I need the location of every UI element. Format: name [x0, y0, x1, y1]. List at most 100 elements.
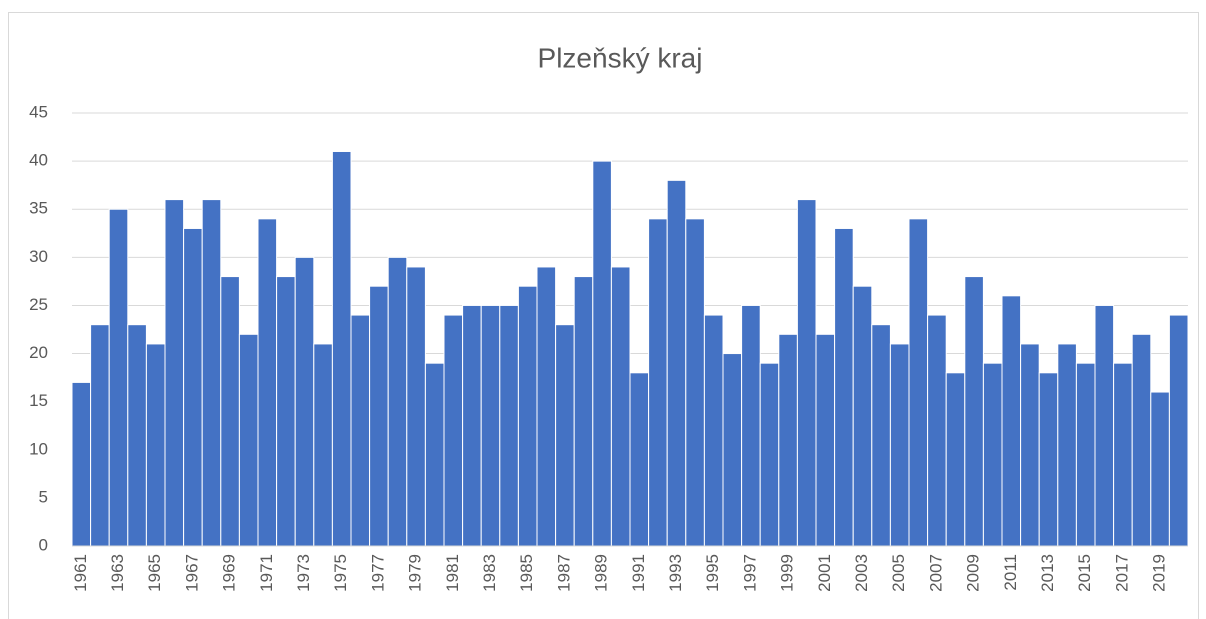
- bar: [1075, 362, 1096, 547]
- x-tick-label: 2001: [815, 554, 834, 592]
- x-tick-label: 1965: [145, 554, 164, 592]
- bar: [145, 343, 166, 547]
- bar: [666, 179, 687, 547]
- x-tick-label: 1969: [220, 554, 239, 592]
- bar: [592, 160, 612, 547]
- y-tick-label: 30: [29, 247, 48, 266]
- bar: [1038, 372, 1059, 547]
- x-tick-label: 1981: [443, 554, 462, 592]
- bar: [1168, 314, 1189, 547]
- bar: [369, 285, 389, 547]
- bar: [536, 266, 557, 547]
- bar: [294, 256, 315, 547]
- bar: [220, 276, 240, 547]
- x-tick-label: 2009: [964, 554, 983, 592]
- x-tick-label: 1995: [703, 554, 722, 592]
- bar: [889, 343, 910, 547]
- bar: [350, 314, 371, 547]
- x-tick-label: 1967: [182, 554, 201, 592]
- y-tick-label: 10: [29, 439, 48, 458]
- bar: [480, 304, 501, 547]
- bar: [424, 362, 445, 547]
- bar: [610, 266, 631, 547]
- y-tick-label: 0: [39, 535, 48, 554]
- bar: [313, 343, 333, 547]
- bar: [685, 218, 705, 547]
- x-tick-label: 2015: [1075, 554, 1094, 592]
- bar: [257, 218, 278, 547]
- y-tick-label: 5: [39, 487, 48, 506]
- bar: [629, 372, 650, 547]
- x-tick-label: 1975: [331, 554, 350, 592]
- bar: [778, 333, 798, 547]
- x-tick-label: 1961: [71, 554, 90, 592]
- bar: [331, 150, 352, 547]
- x-tick-label: 2013: [1038, 554, 1057, 592]
- bar: [722, 353, 743, 547]
- x-tick-label: 1963: [108, 554, 127, 592]
- x-tick-label: 1987: [554, 554, 573, 592]
- bar: [108, 208, 129, 547]
- bar: [871, 324, 891, 547]
- y-tick-label: 35: [29, 199, 48, 218]
- x-tick-label: 1971: [257, 554, 276, 592]
- bar: [276, 276, 296, 547]
- bar: [982, 362, 1003, 547]
- x-tick-label: 1979: [406, 554, 425, 592]
- bar: [127, 324, 147, 547]
- bar: [852, 285, 873, 547]
- bar: [759, 362, 780, 547]
- x-tick-label: 2005: [889, 554, 908, 592]
- bar: [555, 324, 575, 547]
- y-tick-label: 45: [29, 102, 48, 121]
- bar: [90, 324, 110, 547]
- bar: [796, 199, 817, 547]
- x-tick-label: 2019: [1150, 554, 1169, 592]
- x-tick-label: 2007: [926, 554, 945, 592]
- y-tick-label: 15: [29, 391, 48, 410]
- bar: [499, 304, 519, 547]
- y-tick-label: 25: [29, 295, 48, 314]
- bar: [238, 333, 259, 547]
- bar: [1150, 391, 1170, 547]
- bar: [703, 314, 724, 547]
- bar: [927, 314, 947, 547]
- bar: [1131, 333, 1152, 547]
- x-tick-label: 1997: [740, 554, 759, 592]
- x-tick-label: 1983: [480, 554, 499, 592]
- x-tick-label: 1991: [629, 554, 648, 592]
- bar: [964, 276, 984, 547]
- x-tick-label: 2003: [852, 554, 871, 592]
- x-tick-label: 1999: [778, 554, 797, 592]
- bar: [201, 199, 222, 547]
- bar: [517, 285, 538, 547]
- bar: [648, 218, 668, 547]
- bar: [1094, 304, 1115, 547]
- x-tick-label: 1993: [666, 554, 685, 592]
- bar: [1020, 343, 1040, 547]
- bar: [462, 304, 482, 547]
- x-tick-label: 1985: [517, 554, 536, 592]
- bar: [945, 372, 966, 547]
- bar: [815, 333, 836, 547]
- bar: [406, 266, 426, 547]
- bar: [908, 218, 929, 547]
- y-tick-label: 40: [29, 151, 48, 170]
- bar: [834, 227, 854, 547]
- bar: [1001, 295, 1022, 547]
- x-tick-label: 1989: [592, 554, 611, 592]
- bar: [71, 381, 92, 547]
- y-tick-label: 20: [29, 343, 48, 362]
- bar: [1057, 343, 1077, 547]
- bar: [443, 314, 464, 547]
- x-tick-label: 1973: [294, 554, 313, 592]
- chart-title: Plzeňský kraj: [538, 42, 703, 73]
- bar: [741, 304, 761, 547]
- bar: [387, 256, 408, 547]
- bar: [183, 227, 203, 547]
- x-tick-label: 1977: [368, 554, 387, 592]
- bar: [573, 276, 594, 547]
- bar: [1113, 362, 1133, 547]
